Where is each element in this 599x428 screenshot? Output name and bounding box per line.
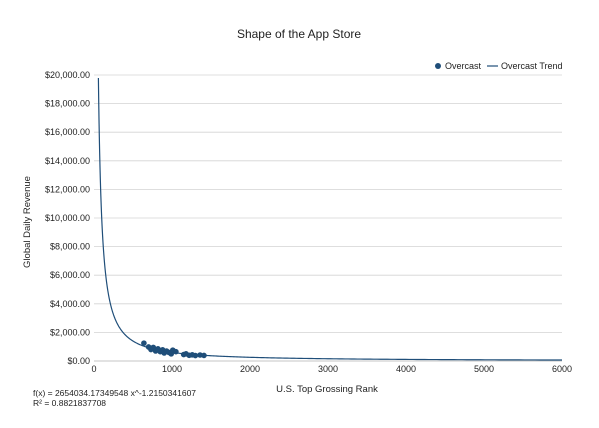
y-tick-label: $12,000.00	[45, 184, 90, 194]
gridlines	[94, 74, 562, 362]
trendline	[97, 77, 563, 361]
x-tick-label: 5000	[474, 364, 494, 374]
data-point	[192, 352, 199, 359]
trend-r-squared: R² = 0.8821837708	[33, 398, 106, 408]
legend: Overcast Overcast Trend	[435, 61, 563, 71]
x-axis-ticks: 0 1000 2000 3000 4000 5000 6000	[91, 364, 572, 374]
data-points	[141, 340, 207, 359]
y-axis-label: Global Daily Revenue	[22, 176, 33, 268]
y-tick-label: $0.00	[67, 356, 90, 366]
y-tick-label: $2,000.00	[50, 327, 90, 337]
y-tick-label: $6,000.00	[50, 270, 90, 280]
x-axis-label: U.S. Top Grossing Rank	[276, 384, 378, 395]
legend-marker-overcast	[435, 63, 441, 69]
y-tick-label: $10,000.00	[45, 213, 90, 223]
x-tick-label: 0	[91, 364, 96, 374]
y-tick-label: $18,000.00	[45, 99, 90, 109]
x-tick-label: 1000	[162, 364, 182, 374]
x-tick-label: 4000	[396, 364, 416, 374]
x-tick-label: 3000	[318, 364, 338, 374]
x-tick-label: 2000	[240, 364, 260, 374]
data-point	[173, 348, 179, 355]
y-tick-label: $8,000.00	[50, 242, 90, 252]
legend-label-overcast: Overcast	[445, 61, 482, 71]
trend-equation: f(x) = 2654034.17349548 x^-1.2150341607	[33, 388, 196, 398]
data-point	[141, 340, 147, 346]
y-tick-label: $20,000.00	[45, 70, 90, 80]
y-tick-label: $14,000.00	[45, 156, 90, 166]
y-axis-ticks: $0.00 $2,000.00 $4,000.00 $6,000.00 $8,000.0…	[45, 70, 90, 366]
legend-label-trend: Overcast Trend	[501, 61, 563, 71]
chart-title: Shape of the App Store	[237, 27, 361, 41]
x-tick-label: 6000	[552, 364, 572, 374]
y-tick-label: $4,000.00	[50, 299, 90, 309]
y-tick-label: $16,000.00	[45, 127, 90, 137]
data-point	[201, 352, 207, 359]
